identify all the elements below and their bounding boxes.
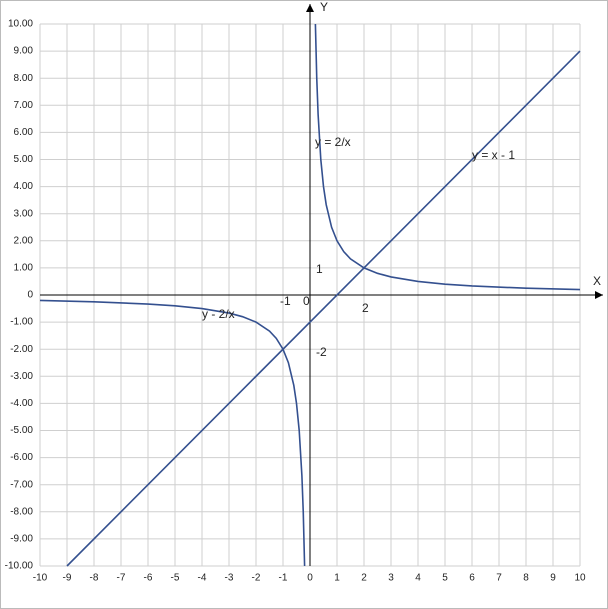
x-tick-label: 5: [442, 573, 448, 584]
y-tick-label: 8.00: [14, 73, 34, 84]
x-axis-arrow: [595, 291, 603, 299]
series-line: [66, 50, 581, 567]
annotation: y - 2/x: [202, 307, 235, 321]
x-tick-label: 10: [574, 573, 586, 584]
x-tick-label: -8: [90, 573, 99, 584]
y-tick-label: 1.00: [14, 263, 34, 274]
x-tick-label: 0: [307, 573, 313, 584]
y-tick-label: 4.00: [14, 181, 34, 192]
x-tick-label: 9: [550, 573, 556, 584]
x-tick-label: -5: [171, 573, 180, 584]
y-axis-arrow: [306, 4, 314, 12]
y-tick-label: -6.00: [10, 452, 33, 463]
annotation: y = x - 1: [472, 148, 515, 162]
annotation: -2: [316, 345, 327, 359]
x-tick-label: 1: [334, 573, 340, 584]
x-tick-label: -3: [225, 573, 234, 584]
x-tick-label: 6: [469, 573, 475, 584]
y-tick-label: -3.00: [10, 371, 33, 382]
y-tick-label: -8.00: [10, 506, 33, 517]
x-tick-label: 3: [388, 573, 394, 584]
y-axis-label: Y: [320, 0, 328, 14]
x-tick-label: -1: [279, 573, 288, 584]
y-tick-label: 10.00: [8, 19, 33, 30]
x-tick-label: -4: [198, 573, 207, 584]
y-tick-label: 5.00: [14, 154, 34, 165]
x-tick-label: -9: [63, 573, 72, 584]
x-tick-label: -6: [144, 573, 153, 584]
y-tick-label: 3.00: [14, 208, 34, 219]
y-tick-label: -5.00: [10, 425, 33, 436]
series-line: [39, 23, 581, 567]
y-tick-label: -7.00: [10, 479, 33, 490]
y-tick-label: 2.00: [14, 235, 34, 246]
x-tick-label: -7: [117, 573, 126, 584]
y-tick-label: 7.00: [14, 100, 34, 111]
annotation: -1: [280, 294, 291, 308]
y-tick-label: -9.00: [10, 534, 33, 545]
x-tick-label: -10: [33, 573, 48, 584]
annotation: 0: [303, 294, 310, 308]
x-axis-label: X: [593, 274, 601, 288]
annotation: 1: [316, 262, 323, 276]
x-tick-label: 2: [361, 573, 367, 584]
x-tick-label: 7: [496, 573, 502, 584]
y-tick-label: 9.00: [14, 46, 34, 57]
annotation: 2: [362, 301, 369, 315]
y-tick-label: -4.00: [10, 398, 33, 409]
y-tick-label: 6.00: [14, 127, 34, 138]
x-tick-label: -2: [252, 573, 261, 584]
x-tick-label: 4: [415, 573, 421, 584]
y-tick-label: -1.00: [10, 317, 33, 328]
y-tick-label: -2.00: [10, 344, 33, 355]
x-tick-label: 8: [523, 573, 529, 584]
y-tick-label: 0: [27, 290, 33, 301]
y-tick-label: -10.00: [5, 561, 34, 572]
annotation: y = 2/x: [315, 135, 351, 149]
